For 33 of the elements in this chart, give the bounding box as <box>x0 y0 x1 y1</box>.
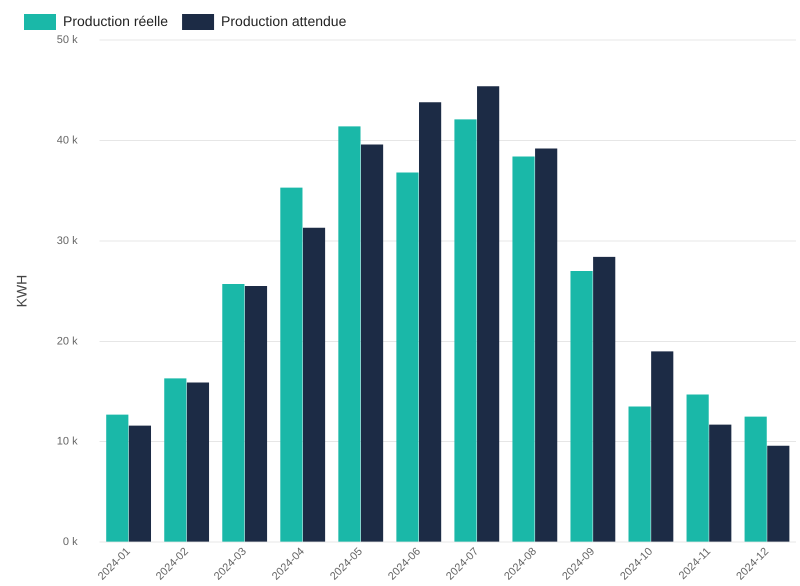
y-tick-label: 50 k <box>56 34 78 46</box>
bar <box>222 284 244 542</box>
bar <box>338 126 361 542</box>
y-tick-label: 30 k <box>56 234 78 247</box>
bar <box>360 144 384 542</box>
legend-label: Production attendue <box>221 12 347 29</box>
bar <box>709 424 732 542</box>
bar <box>186 382 210 542</box>
y-tick-label: 20 k <box>56 335 78 348</box>
y-tick-label: 0 k <box>62 536 78 548</box>
bar <box>686 394 709 542</box>
y-axis-title: KWH <box>13 274 30 308</box>
bar <box>280 188 302 542</box>
bar <box>106 414 128 542</box>
y-tick-label: 10 k <box>56 436 78 448</box>
bar <box>477 86 500 542</box>
bar <box>651 351 674 542</box>
bar <box>454 119 477 542</box>
bar <box>593 256 616 542</box>
legend-label: Production réelle <box>63 12 168 29</box>
bar <box>302 228 326 542</box>
bar <box>570 270 593 542</box>
bar <box>244 286 268 542</box>
bar <box>164 378 186 542</box>
y-tick-label: 40 k <box>56 134 78 146</box>
bar <box>767 446 790 542</box>
bar <box>512 156 535 542</box>
bar <box>396 172 419 542</box>
bar <box>744 416 767 542</box>
bar <box>535 148 558 542</box>
bar <box>419 102 442 542</box>
bar <box>128 426 152 542</box>
bar <box>628 406 651 542</box>
